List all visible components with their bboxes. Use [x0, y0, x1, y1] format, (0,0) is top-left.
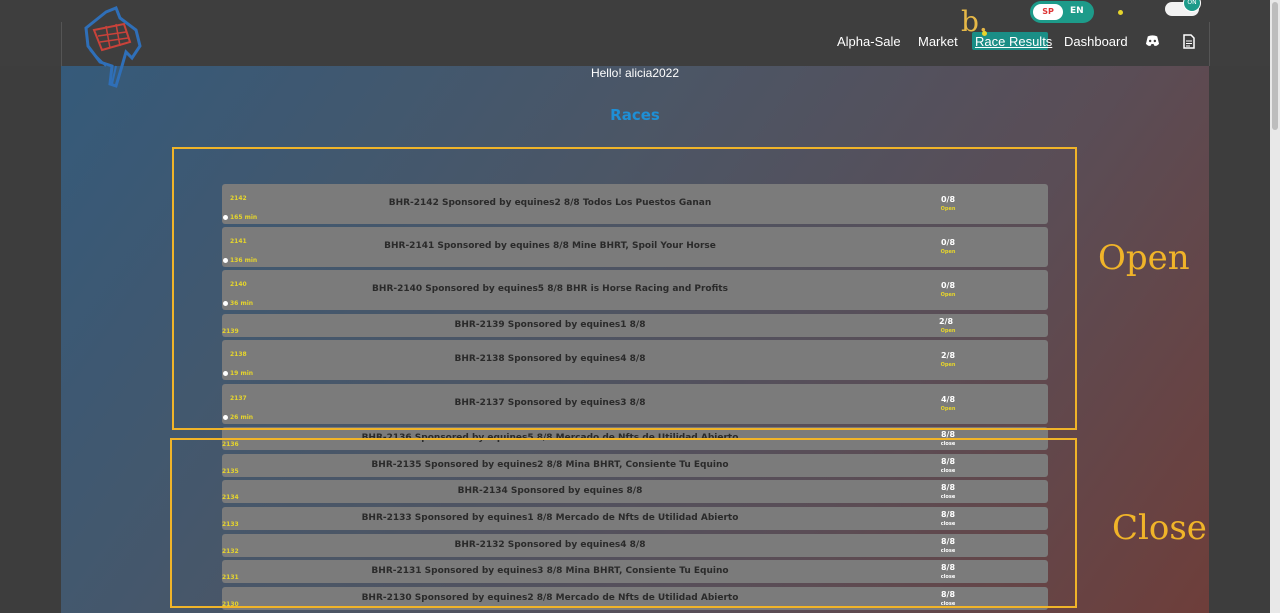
nav-market[interactable]: Market: [918, 34, 958, 49]
race-entry-count: 2/8: [940, 351, 956, 360]
race-entry-count: 8/8: [940, 537, 956, 546]
race-entry-count: 2/8: [938, 317, 954, 326]
status-dot: [1118, 10, 1123, 15]
race-title: BHR-2138 Sponsored by equines4 8/8: [454, 354, 646, 364]
annotation-dot: [982, 31, 987, 36]
race-id: 2132: [222, 548, 239, 555]
race-status-badge: Open: [940, 292, 956, 298]
greeting-text: Hello! alicia2022: [590, 66, 680, 80]
race-row[interactable]: 2130 BHR-2130 Sponsored by equines2 8/8 M…: [222, 587, 1048, 610]
race-entry-count: 8/8: [940, 563, 956, 572]
race-entry-count: 4/8: [940, 395, 956, 404]
nav-alpha-sale[interactable]: Alpha-Sale: [837, 34, 901, 49]
nav-race-results[interactable]: Race Results: [975, 34, 1053, 49]
race-row[interactable]: 2133 BHR-2133 Sponsored by equines1 8/8 M…: [222, 507, 1048, 530]
race-id: 2135: [222, 468, 239, 475]
race-entry-count: 0/8: [940, 195, 956, 204]
race-title: BHR-2137 Sponsored by equines3 8/8: [454, 398, 646, 408]
race-status-badge: close: [940, 494, 956, 500]
race-title: BHR-2133 Sponsored by equines1 8/8 Merca…: [361, 513, 739, 523]
race-status-badge: Open: [940, 362, 956, 368]
nav-race-results-highlight: [972, 32, 1048, 50]
race-id: 2138: [230, 351, 247, 358]
page-scrollbar[interactable]: [1270, 0, 1280, 613]
race-entry-count: 8/8: [940, 510, 956, 519]
nav-dashboard[interactable]: Dashboard: [1064, 34, 1128, 49]
race-title: BHR-2139 Sponsored by equines1 8/8: [454, 320, 646, 330]
mode-toggle[interactable]: ON: [1165, 0, 1201, 16]
race-status-badge: Open: [940, 406, 956, 412]
page-title: Races: [610, 106, 660, 124]
race-entry-count: 8/8: [940, 483, 956, 492]
race-row[interactable]: 2136 BHR-2136 Sponsored by equines5 8/8 M…: [222, 427, 1048, 450]
race-id: 2133: [222, 521, 239, 528]
race-id: 2131: [222, 574, 239, 581]
race-row[interactable]: 2142 165 min BHR-2142 Sponsored by equines…: [222, 184, 1048, 224]
race-entry-count: 8/8: [940, 457, 956, 466]
panel-border-left: [61, 22, 62, 66]
race-row[interactable]: 2140 36 min BHR-2140 Sponsored by equines5…: [222, 270, 1048, 310]
race-status-badge: close: [940, 468, 956, 474]
panel-border-right: [1209, 22, 1210, 66]
race-row[interactable]: 2132 BHR-2132 Sponsored by equines4 8/8 8/…: [222, 534, 1048, 557]
race-status-badge: close: [940, 548, 956, 554]
race-title: BHR-2132 Sponsored by equines4 8/8: [454, 540, 646, 550]
race-title: BHR-2140 Sponsored by equines5 8/8 BHR i…: [372, 284, 728, 294]
open-annotation-label: Open: [1098, 238, 1190, 278]
race-status-badge: close: [940, 521, 956, 527]
race-countdown: 136 min: [223, 257, 257, 264]
race-status-badge: Open: [940, 206, 956, 212]
discord-icon[interactable]: [1145, 35, 1160, 47]
race-id: 2130: [222, 601, 239, 608]
race-id: 2136: [222, 441, 239, 448]
page-scrollbar-thumb[interactable]: [1272, 2, 1278, 130]
race-title: BHR-2131 Sponsored by equines3 8/8 Mina …: [371, 566, 729, 576]
lang-sp-option[interactable]: SP: [1033, 4, 1063, 20]
race-title: BHR-2134 Sponsored by equines 8/8: [457, 486, 643, 496]
race-id: 2141: [230, 238, 247, 245]
annotation-letter: b.: [961, 5, 988, 38]
race-countdown: 19 min: [223, 370, 253, 377]
race-row[interactable]: 2139 BHR-2139 Sponsored by equines1 8/8 2/…: [222, 314, 1048, 337]
race-id: 2142: [230, 195, 247, 202]
race-status-badge: close: [940, 441, 956, 447]
race-entry-count: 8/8: [940, 590, 956, 599]
language-toggle[interactable]: SP EN: [1030, 1, 1094, 23]
race-row[interactable]: 2137 26 min BHR-2137 Sponsored by equines3…: [222, 384, 1048, 424]
race-title: BHR-2135 Sponsored by equines2 8/8 Mina …: [371, 460, 729, 470]
race-id: 2134: [222, 494, 239, 501]
race-id: 2140: [230, 281, 247, 288]
race-row[interactable]: 2141 136 min BHR-2141 Sponsored by equines…: [222, 227, 1048, 267]
race-id: 2139: [222, 328, 239, 335]
race-status-badge: Open: [940, 328, 956, 334]
race-countdown: 26 min: [223, 414, 253, 421]
race-row[interactable]: 2135 BHR-2135 Sponsored by equines2 8/8 M…: [222, 454, 1048, 477]
document-icon[interactable]: [1183, 34, 1195, 49]
race-id: 2137: [230, 395, 247, 402]
race-countdown: 36 min: [223, 300, 253, 307]
close-annotation-label: Close: [1112, 508, 1207, 548]
race-title: BHR-2130 Sponsored by equines2 8/8 Merca…: [361, 593, 739, 603]
race-title: BHR-2136 Sponsored by equines5 8/8 Merca…: [361, 433, 739, 443]
race-entry-count: 0/8: [940, 238, 956, 247]
mode-toggle-knob[interactable]: ON: [1183, 0, 1201, 12]
race-row[interactable]: 2138 19 min BHR-2138 Sponsored by equines4…: [222, 340, 1048, 380]
race-row[interactable]: 2134 BHR-2134 Sponsored by equines 8/8 8/8…: [222, 480, 1048, 503]
race-title: BHR-2142 Sponsored by equines2 8/8 Todos…: [388, 198, 712, 208]
race-entry-count: 0/8: [940, 281, 956, 290]
race-row[interactable]: 2131 BHR-2131 Sponsored by equines3 8/8 M…: [222, 560, 1048, 583]
race-title: BHR-2141 Sponsored by equines 8/8 Mine B…: [384, 241, 716, 251]
lang-en-option[interactable]: EN: [1070, 6, 1084, 16]
race-status-badge: close: [940, 601, 956, 607]
horse-logo-icon[interactable]: [76, 6, 148, 90]
race-status-badge: close: [940, 574, 956, 580]
race-entry-count: 8/8: [940, 430, 956, 439]
race-countdown: 165 min: [223, 214, 257, 221]
race-status-badge: Open: [940, 249, 956, 255]
